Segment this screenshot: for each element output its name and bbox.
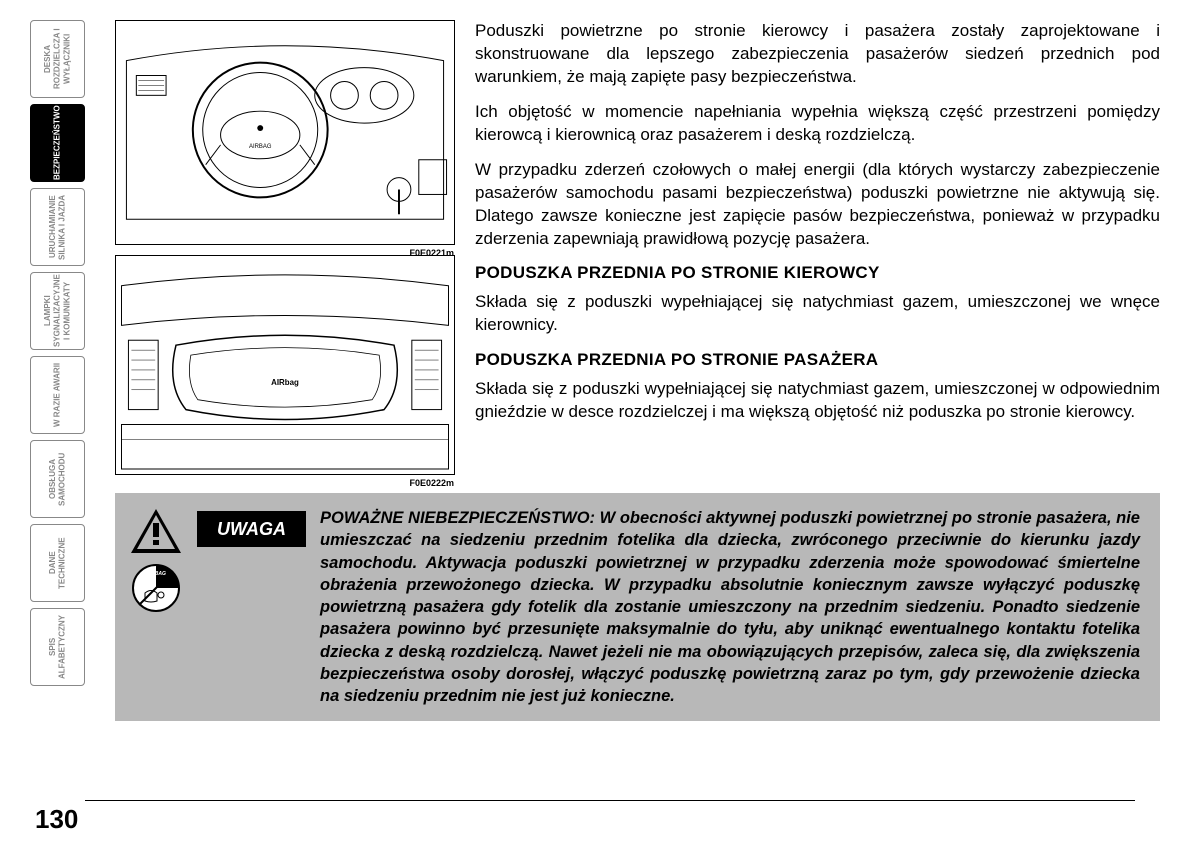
warning-icons: AIRBAG [129,507,183,707]
warning-text: POWAŻNE NIEBEZPIECZEŃSTWO: W obecności a… [320,507,1140,707]
warning-box: AIRBAG UWAGA POWAŻNE NIEBEZPIECZEŃSTWO: … [115,493,1160,721]
paragraph-2: Ich objętość w momencie napełniania wype… [475,101,1160,147]
figures-column: AIRBAG [115,20,455,475]
content-area: AIRBAG [95,0,1200,847]
tab-bezpieczenstwo[interactable]: BEZPIECZEŃSTWO [30,104,85,182]
paragraph-3: W przypadku zderzeń czołowych o małej en… [475,159,1160,251]
heading-passenger-airbag: PODUSZKA PRZEDNIA PO STRONIE PASAŻERA [475,349,1160,372]
figure-driver-airbag: AIRBAG [115,20,455,245]
warning-label: UWAGA [197,511,306,547]
top-section: AIRBAG [115,20,1160,475]
airbag-prohibition-icon: AIRBAG [131,563,181,613]
tab-awarie[interactable]: W RAZIE AWARII [30,356,85,434]
tab-spis[interactable]: SPIS ALFABETYCZNY [30,608,85,686]
tab-uruchamianie[interactable]: URUCHAMIANIE SILNIKA I JAZDA [30,188,85,266]
svg-text:AIRBAG: AIRBAG [249,144,272,150]
warning-triangle-icon [129,507,183,555]
manual-page: DESKA ROZDZIELCZA I WYŁĄCZNIKI BEZPIECZE… [0,0,1200,847]
tab-dane-techniczne[interactable]: DANE TECHNICZNE [30,524,85,602]
paragraph-4: Składa się z poduszki wypełniającej się … [475,291,1160,337]
body-text: Poduszki powietrzne po stronie kierowcy … [475,20,1160,475]
tab-deska-rozdzielcza[interactable]: DESKA ROZDZIELCZA I WYŁĄCZNIKI [30,20,85,98]
heading-driver-airbag: PODUSZKA PRZEDNIA PO STRONIE KIEROWCY [475,262,1160,285]
tab-obsluga[interactable]: OBSŁUGA SAMOCHODU [30,440,85,518]
tab-lampki[interactable]: LAMPKI SYGNALIZACYJNE I KOMUNIKATY [30,272,85,350]
page-number: 130 [35,804,78,835]
figure2-caption: F0E0222m [409,478,454,488]
svg-text:AIRBAG: AIRBAG [145,571,166,577]
paragraph-5: Składa się z poduszki wypełniającej się … [475,378,1160,424]
sidebar-tabs: DESKA ROZDZIELCZA I WYŁĄCZNIKI BEZPIECZE… [0,0,95,847]
figure-passenger-airbag: AIRbag [115,255,455,475]
svg-text:AIRbag: AIRbag [271,378,299,387]
paragraph-1: Poduszki powietrzne po stronie kierowcy … [475,20,1160,89]
